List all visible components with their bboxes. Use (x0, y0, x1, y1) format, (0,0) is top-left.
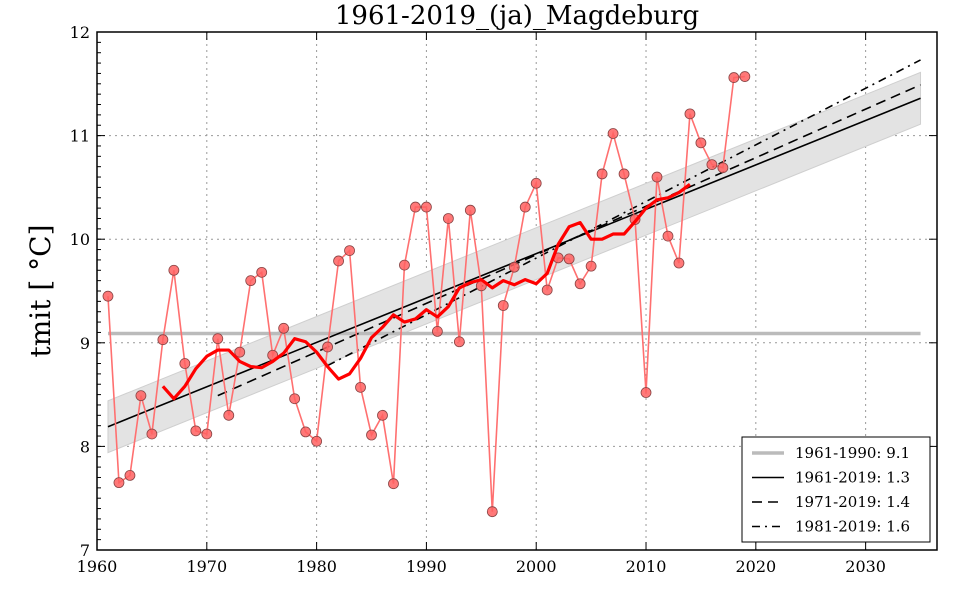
annual-data-point (640, 387, 652, 398)
chart-title: 1961-2019_(ja)_Magdeburg (335, 1, 699, 31)
y-tick-label: 7 (80, 541, 90, 560)
annual-data-point (311, 435, 323, 447)
annual-data-point (607, 128, 619, 139)
annual-data-point (541, 284, 553, 296)
annual-data-point (508, 261, 520, 273)
annual-data-point (574, 278, 586, 290)
annual-data-point (256, 266, 268, 278)
x-tick-label: 2010 (626, 557, 667, 576)
trend-line-dashed (217, 84, 921, 397)
annual-data-point (300, 426, 312, 438)
annual-data-point (201, 428, 213, 440)
annual-data-point (486, 506, 498, 518)
annual-data-point (695, 137, 707, 149)
x-tick-label: 2020 (735, 557, 776, 576)
annual-data-point (728, 72, 740, 83)
trend-line-dashdot (327, 59, 921, 367)
y-axis-label: tmit [ °C] (24, 224, 57, 357)
annual-data-point (399, 259, 410, 271)
annual-data-point (223, 409, 235, 421)
legend-label: 1971-2019: 1.4 (795, 493, 910, 511)
x-tick-label: 1980 (296, 557, 337, 576)
legend-label: 1981-2019: 1.6 (795, 518, 910, 536)
y-tick-label: 11 (70, 127, 90, 146)
legend-label: 1961-1990: 9.1 (795, 444, 910, 462)
annual-data-point (190, 425, 202, 437)
annual-data-point (366, 429, 377, 441)
annual-data-point (234, 346, 246, 358)
annual-data-point (388, 478, 399, 490)
annual-data-point (377, 409, 388, 421)
x-tick-label: 2000 (516, 557, 557, 576)
annual-data-point (717, 162, 729, 174)
x-tick-label: 2030 (845, 557, 886, 576)
annual-data-point (102, 290, 114, 302)
annual-data-point (322, 341, 333, 353)
y-tick-label: 10 (70, 230, 90, 249)
annual-data-point (519, 201, 531, 213)
annual-data-point (278, 322, 290, 334)
annual-data-point (563, 253, 575, 265)
x-tick-label: 1970 (186, 557, 227, 576)
annual-data-point (673, 257, 685, 269)
y-tick-label: 8 (80, 437, 90, 456)
annual-data-point (431, 326, 443, 337)
annual-data-point (168, 264, 180, 276)
annual-data-point (442, 213, 454, 224)
legend-label: 1961-2019: 1.3 (795, 469, 910, 487)
annual-data-point (706, 159, 718, 171)
annual-data-point (530, 177, 542, 189)
annual-data-point (212, 333, 224, 345)
annual-data-point (179, 358, 191, 369)
annual-data-point (651, 171, 663, 183)
y-tick-label: 9 (80, 334, 90, 353)
annual-data-point (124, 470, 136, 481)
annual-data-point (596, 168, 608, 180)
annual-data-point (135, 390, 147, 402)
y-tick-label: 12 (70, 23, 90, 42)
annual-data-point (245, 275, 257, 287)
annual-data-point (464, 204, 476, 216)
annual-data-point (355, 381, 366, 393)
plot-area: 1960 1970 1980 1990 2000 2010 2020 2030 7 8 9 10 11 1… (70, 23, 938, 576)
legend: 1961-1990: 9.1 1961-2019: 1.3 1971-2019: 1… (741, 436, 931, 543)
annual-data-point (662, 230, 674, 242)
annual-data-point (453, 336, 465, 348)
annual-data-point (618, 168, 630, 180)
smoothed-series-line (161, 183, 691, 401)
annual-data-point (344, 245, 355, 256)
x-tick-label: 1990 (406, 557, 447, 576)
annual-data-point (585, 260, 597, 272)
annual-data-point (146, 428, 158, 440)
annual-data-point (739, 71, 751, 82)
annual-data-point (333, 255, 344, 267)
annual-data-point (421, 201, 432, 213)
x-tick-label: 1960 (77, 557, 118, 576)
annual-data-point (497, 300, 509, 311)
annual-data-point (684, 108, 696, 120)
annual-data-point (113, 477, 125, 489)
annual-data-point (157, 334, 169, 346)
annual-data-point (289, 393, 301, 405)
plot-frame (96, 31, 938, 551)
annual-data-point (410, 201, 421, 213)
